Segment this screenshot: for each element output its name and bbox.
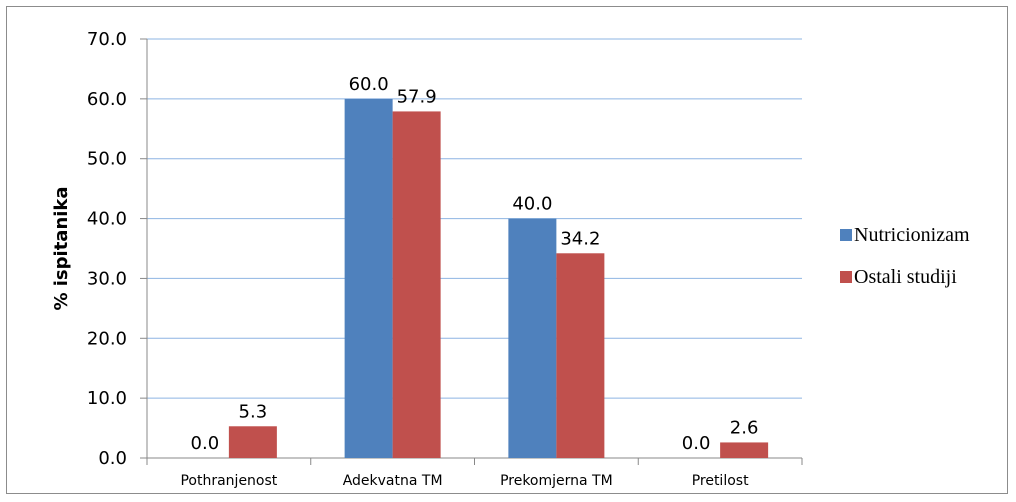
- legend-label: Ostali studiji: [854, 266, 957, 288]
- data-label: 40.0: [512, 194, 552, 215]
- y-tick-label: 30.0: [87, 268, 127, 289]
- chart-frame: [6, 6, 1008, 494]
- bar: [344, 98, 393, 458]
- x-tick-label: Adekvatna TM: [343, 473, 443, 489]
- bar: [228, 426, 277, 458]
- x-tick-label: Prekomjerna TM: [500, 473, 613, 489]
- y-tick-label: 0.0: [98, 448, 127, 469]
- y-tick-label: 50.0: [87, 149, 127, 170]
- data-label: 2.6: [730, 417, 759, 438]
- y-axis-title: % ispitanika: [51, 186, 72, 310]
- bar: [392, 111, 441, 459]
- y-tick-label: 20.0: [87, 328, 127, 349]
- legend-swatch: [840, 229, 852, 241]
- legend-label: Nutricionizam: [854, 224, 970, 246]
- data-label: 34.2: [560, 228, 600, 249]
- y-tick-label: 10.0: [87, 388, 127, 409]
- y-tick-label: 70.0: [87, 29, 127, 50]
- data-label: 5.3: [239, 401, 268, 422]
- legend-swatch: [840, 271, 852, 283]
- x-tick-label: Pretilost: [692, 473, 749, 489]
- x-tick-label: Pothranjenost: [180, 473, 277, 489]
- data-label: 60.0: [349, 74, 389, 95]
- y-tick-label: 60.0: [87, 89, 127, 110]
- bar: [720, 442, 769, 458]
- data-label: 57.9: [397, 86, 437, 107]
- bar: [556, 253, 605, 458]
- data-label: 0.0: [682, 433, 711, 454]
- data-label: 0.0: [191, 433, 220, 454]
- bar: [508, 218, 557, 458]
- y-tick-label: 40.0: [87, 209, 127, 230]
